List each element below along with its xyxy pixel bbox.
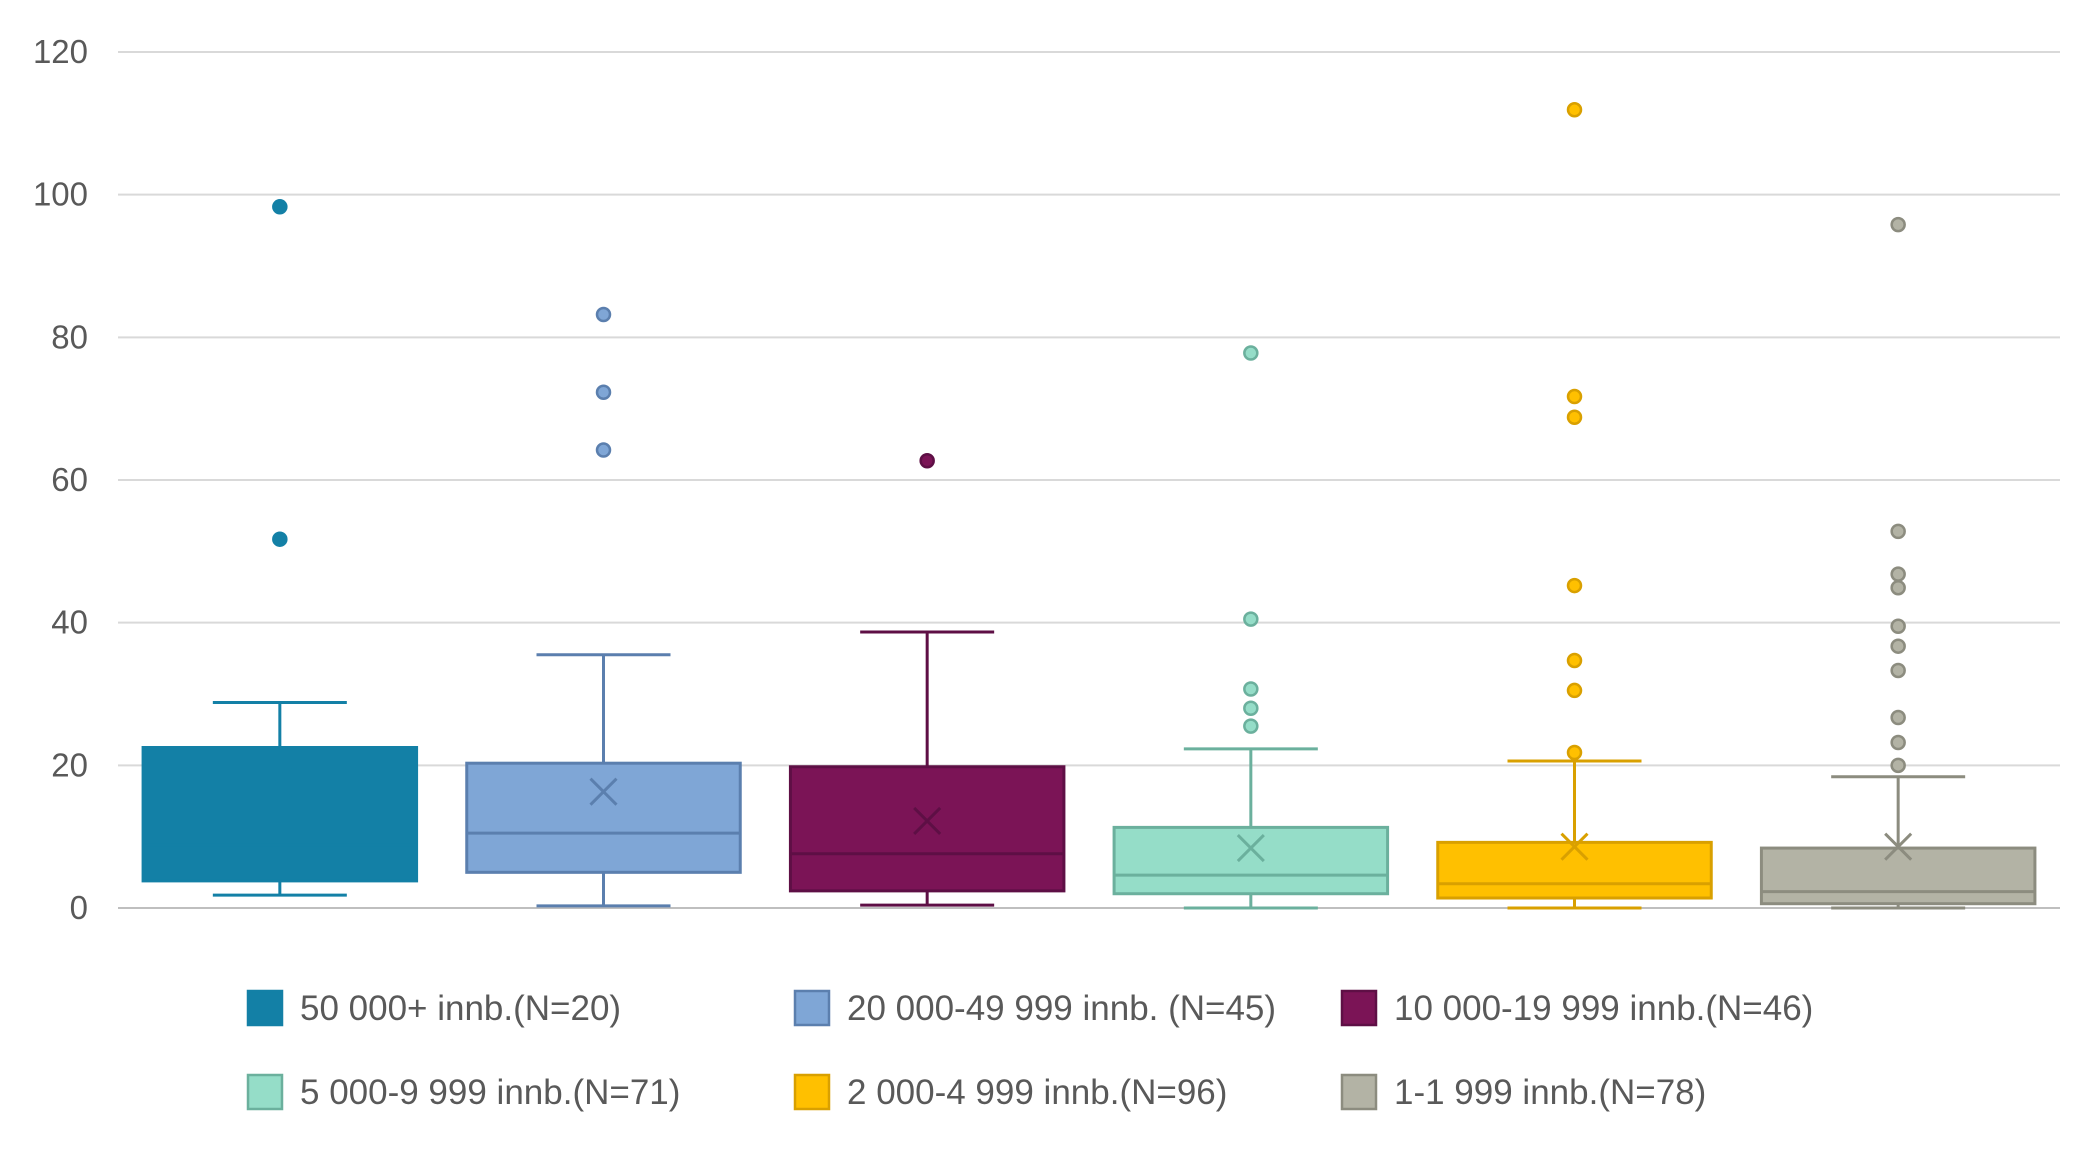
legend-entry: 2 000-4 999 innb.(N=96) <box>793 1073 1227 1112</box>
legend-swatch <box>246 1073 284 1111</box>
outlier-point <box>1566 652 1583 669</box>
outlier-point <box>1890 579 1906 596</box>
outlier-point <box>919 452 935 469</box>
outlier-point <box>1890 618 1906 634</box>
outlier-point <box>1890 523 1906 540</box>
legend-swatch <box>793 989 831 1027</box>
legend-label: 5 000-9 999 innb.(N=71) <box>300 1073 680 1112</box>
plot-area <box>141 102 2037 910</box>
outlier-point <box>1566 682 1583 699</box>
outlier-point <box>1890 757 1906 774</box>
outlier-point <box>1566 409 1583 425</box>
outlier-point <box>595 306 612 323</box>
legend-label: 50 000+ innb.(N=20) <box>300 989 621 1028</box>
gridlines <box>118 51 2060 909</box>
y-tick-label: 60 <box>51 461 88 498</box>
legend: 50 000+ innb.(N=20) 20 000-49 999 innb. (… <box>246 989 1813 1112</box>
legend-swatch <box>1340 989 1378 1027</box>
outlier-point <box>1243 345 1259 361</box>
legend-entry: 1-1 999 innb.(N=78) <box>1340 1073 1706 1112</box>
legend-swatch <box>1340 1073 1378 1111</box>
box-body <box>788 765 1066 893</box>
outlier-point <box>1890 216 1906 233</box>
outlier-point <box>1890 662 1906 679</box>
mean-marker <box>1884 832 1913 861</box>
outlier-point <box>1566 388 1583 405</box>
box-1 <box>141 199 419 897</box>
box-3 <box>788 452 1066 907</box>
outlier-point <box>595 442 612 458</box>
y-tick-label: 80 <box>51 318 88 355</box>
legend-label: 2 000-4 999 innb.(N=96) <box>847 1073 1227 1112</box>
mean-marker <box>589 777 618 806</box>
legend-entry: 50 000+ innb.(N=20) <box>246 989 621 1028</box>
legend-label: 20 000-49 999 innb. (N=45) <box>847 989 1276 1028</box>
legend-label: 1-1 999 innb.(N=78) <box>1394 1073 1706 1112</box>
outlier-point <box>1243 681 1259 697</box>
box-body <box>1112 825 1390 896</box>
mean-marker <box>265 768 294 797</box>
y-tick-label: 20 <box>51 746 88 783</box>
outlier-point <box>272 199 288 215</box>
legend-label: 10 000-19 999 innb.(N=46) <box>1394 989 1813 1028</box>
legend-entry: 20 000-49 999 innb. (N=45) <box>793 989 1276 1028</box>
y-tick-label: 100 <box>33 176 88 213</box>
legend-swatch <box>246 989 284 1027</box>
outlier-point <box>1243 611 1259 627</box>
outlier-point <box>1243 718 1259 734</box>
box-body <box>141 746 419 883</box>
legend-swatch <box>793 1073 831 1111</box>
outlier-point <box>1566 577 1583 594</box>
mean-marker <box>1236 834 1265 863</box>
mean-marker <box>913 806 942 836</box>
outlier-point <box>1243 700 1259 717</box>
outlier-point <box>595 384 612 401</box>
y-tick-label: 0 <box>70 889 88 926</box>
legend-entry: 10 000-19 999 innb.(N=46) <box>1340 989 1813 1028</box>
y-axis: 0 20 40 60 80 100 120 <box>33 33 88 926</box>
y-tick-label: 40 <box>51 604 88 641</box>
outlier-point <box>1890 734 1906 751</box>
box-6 <box>1759 216 2037 910</box>
outlier-point <box>1890 709 1906 726</box>
outlier-point <box>1890 638 1906 654</box>
box-2 <box>465 306 742 908</box>
y-tick-label: 120 <box>33 33 88 70</box>
outlier-point <box>1566 102 1583 118</box>
outlier-point <box>1890 566 1906 582</box>
outlier-point <box>1566 744 1583 761</box>
box-body <box>1436 840 1713 900</box>
box-4 <box>1112 345 1390 910</box>
box-body <box>1759 846 2037 906</box>
box-5 <box>1436 102 1713 910</box>
outlier-point <box>272 531 288 547</box>
legend-entry: 5 000-9 999 innb.(N=71) <box>246 1073 680 1112</box>
box-body <box>465 761 742 874</box>
mean-marker <box>1560 832 1589 861</box>
